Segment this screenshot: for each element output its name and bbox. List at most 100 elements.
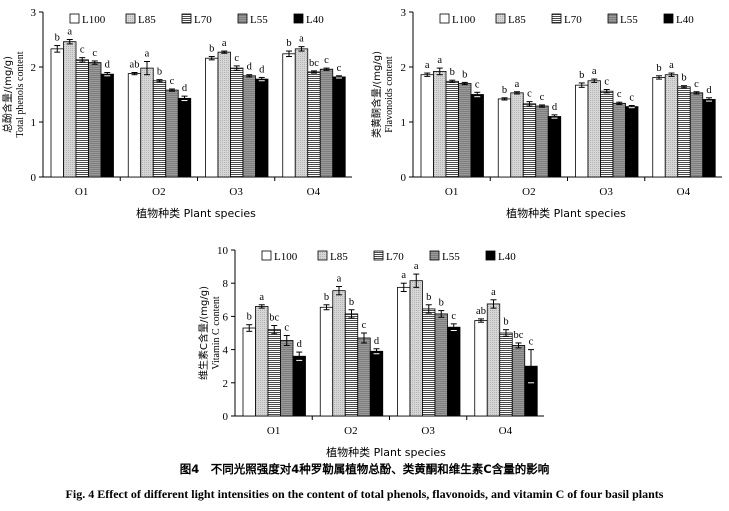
figure-caption-chinese: 图4 不同光照强度对4种罗勒属植物总酚、类黄酮和维生素C含量的影响	[179, 462, 550, 476]
bar-l100-o1	[420, 74, 434, 178]
bar-l55-o2	[165, 89, 179, 178]
y-tick-label: 10	[217, 245, 229, 257]
bar-l70-o1	[445, 80, 459, 178]
x-axis-title: 植物种类 Plant species	[326, 445, 446, 459]
legend-label: L85	[138, 14, 156, 26]
bar-l85-o3	[587, 80, 601, 178]
legend-label: L100	[82, 14, 106, 26]
significance-letter: c	[475, 79, 480, 90]
significance-letter: b	[656, 63, 661, 74]
significance-letter: b	[286, 38, 291, 49]
x-tick-label: O3	[599, 186, 613, 198]
legend-swatch	[293, 13, 304, 24]
significance-letter: a	[401, 270, 406, 281]
legend-swatch	[373, 250, 384, 261]
bar-l55-o2	[357, 337, 371, 417]
significance-letter: c	[617, 89, 622, 100]
x-tick-label: O2	[522, 186, 535, 198]
significance-letter: c	[604, 77, 609, 88]
y-tick-label: 8	[223, 278, 229, 290]
figure-caption-english: Fig. 4 Effect of different light intensi…	[65, 487, 664, 501]
legend-label: L85	[330, 251, 348, 263]
significance-letter: b	[450, 67, 455, 78]
x-tick-label: O4	[677, 186, 691, 198]
bar-l85-o1	[433, 71, 447, 178]
legend-swatch	[317, 250, 328, 261]
y-axis-title-english: Total phenols content	[15, 51, 26, 137]
x-axis-title: 植物种类 Plant species	[506, 206, 626, 220]
significance-letter: d	[247, 62, 253, 73]
bar-l100-o2	[127, 73, 142, 178]
bar-l100-o1	[50, 48, 64, 178]
bar-l55-o4	[511, 345, 526, 417]
bar-l100-o3	[397, 286, 411, 417]
significance-letter: c	[92, 48, 97, 59]
legend-swatch	[261, 250, 272, 261]
significance-letter: b	[247, 312, 252, 323]
significance-letter: c	[362, 320, 367, 331]
bar-l85-o3	[409, 280, 423, 417]
bar-l70-o2	[522, 103, 537, 178]
y-tick-label: 6	[223, 311, 229, 323]
significance-letter: c	[451, 311, 456, 322]
significance-letter: ab	[130, 60, 140, 71]
significance-letter: bc	[309, 58, 319, 69]
bar-l70-o3	[422, 308, 436, 417]
significance-letter: c	[284, 322, 289, 333]
significance-letter: a	[299, 34, 304, 45]
x-tick-label: O4	[499, 425, 513, 437]
legend-label: L55	[250, 14, 268, 26]
bar-l100-o1	[242, 327, 256, 417]
bar-l55-o3	[434, 313, 448, 417]
bar-l100-o3	[205, 57, 219, 178]
significance-letter: a	[67, 27, 72, 38]
y-tick-label: 1	[401, 117, 407, 129]
significance-letter: d	[105, 60, 111, 71]
significance-letter: d	[259, 64, 265, 75]
bar-l40-o2	[369, 350, 384, 417]
significance-letter: bc	[514, 330, 524, 341]
x-tick-label: O1	[445, 186, 458, 198]
bar-l55-o3	[612, 102, 626, 178]
significance-letter: c	[629, 93, 634, 104]
x-tick-label: O1	[267, 425, 280, 437]
bar-l40-o3	[447, 326, 461, 417]
significance-letter: c	[80, 45, 85, 56]
legend-label: L100	[452, 14, 476, 26]
legend-swatch	[439, 13, 450, 24]
bar-l85-o2	[140, 67, 154, 178]
significance-letter: b	[439, 298, 444, 309]
bar-l70-o4	[307, 71, 321, 178]
significance-letter: c	[170, 76, 175, 87]
legend-label: L70	[386, 251, 404, 263]
y-tick-label: 0	[401, 172, 407, 184]
bar-l55-o1	[458, 83, 472, 178]
significance-letter: a	[491, 287, 496, 298]
y-axis-title-chinese: 维生素C含量/(mg/g)	[197, 286, 210, 380]
bar-l100-o3	[575, 84, 589, 178]
bar-l40-o1	[292, 355, 306, 417]
significance-letter: c	[540, 92, 545, 103]
significance-letter: d	[374, 336, 380, 347]
y-tick-label: 1	[31, 117, 37, 129]
bar-l70-o4	[499, 332, 513, 417]
legend-label: L100	[274, 251, 298, 263]
y-tick-label: 2	[401, 62, 407, 74]
bar-l100-o4	[474, 320, 488, 417]
y-axis-title-english: Flavonoids content	[384, 56, 395, 133]
bar-l55-o1	[88, 62, 102, 178]
bar-l100-o4	[652, 77, 666, 178]
y-axis-title-english: Vitamin C content	[211, 296, 222, 369]
bar-l85-o1	[63, 41, 77, 178]
x-tick-label: O3	[229, 186, 243, 198]
bar-l70-o1	[267, 329, 281, 417]
significance-letter: ab	[476, 306, 486, 317]
legend-swatch	[69, 13, 80, 24]
legend-swatch	[125, 13, 136, 24]
legend-swatch	[181, 13, 192, 24]
significance-letter: b	[681, 73, 686, 84]
